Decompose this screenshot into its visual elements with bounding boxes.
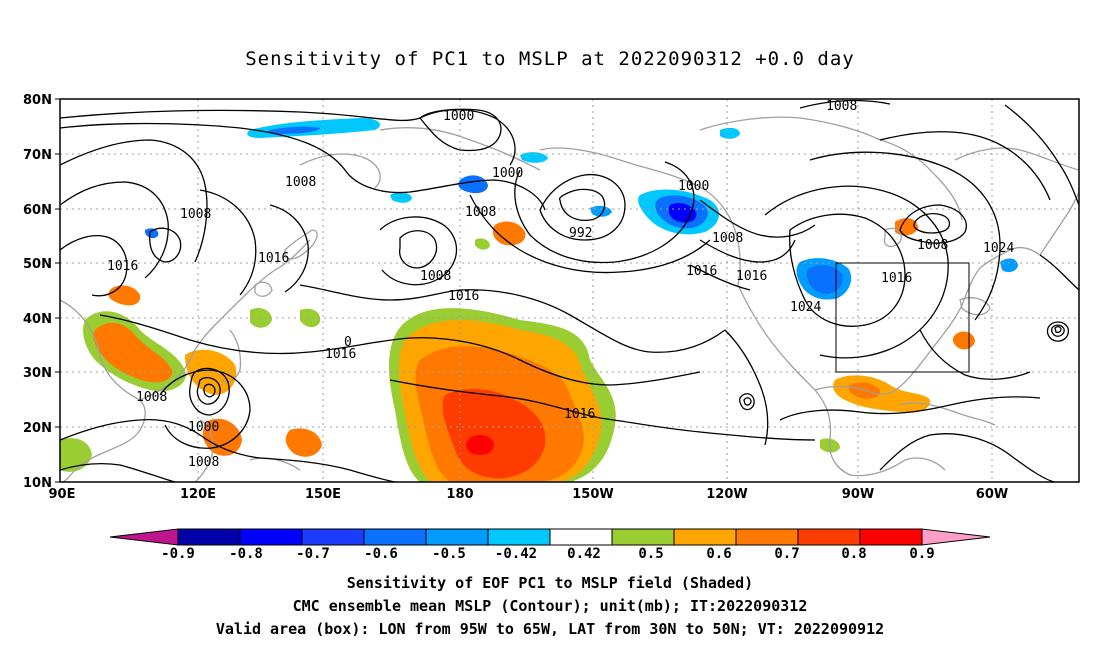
colorbar-swatch [363,528,427,546]
grid-lines [60,99,1079,482]
caption-line-3: Valid area (box): LON from 95W to 65W, L… [215,620,885,638]
contour-label: 1008 [285,175,316,190]
colorbar-label: -0.42 [495,546,537,562]
colorbar-label: -0.9 [161,546,195,562]
chart-title: Sensitivity of PC1 to MSLP at 2022090312… [245,48,855,70]
colorbar-end-triangle-high [921,528,991,546]
lon-label: 150W [572,487,613,502]
lat-label: 70N [23,148,52,163]
contour-label: 1000 [443,109,474,124]
colorbar-swatch [487,528,551,546]
colorbar-label: 0.9 [909,546,934,562]
contour-label: 1016 [258,251,289,266]
lon-label: 60W [976,487,1008,502]
lat-label: 30N [23,366,52,381]
contour-labels: 1000 1008 1000 1000 1008 1008 992 1008 1… [107,99,1014,470]
colorbar-swatch [177,528,241,546]
colorbar-label: -0.5 [432,546,466,562]
colorbar-label: -0.6 [364,546,398,562]
colorbar-label: -0.7 [296,546,330,562]
valid-area-box [835,262,970,373]
colorbar-end-triangle-low [109,528,179,546]
contour-label: 1008 [180,207,211,222]
contour-label: 1016 [107,259,138,274]
contour-label: 1008 [826,99,857,114]
lat-label: 60N [23,203,52,218]
contour-label: 1008 [136,390,167,405]
contour-label: 1008 [917,238,948,253]
colorbar-label: 0.8 [841,546,866,562]
colorbar-swatch [797,528,861,546]
contour-label: 1008 [188,455,219,470]
contour-label: 992 [569,226,592,241]
colorbar-label: 0.6 [706,546,731,562]
contour-label: 1016 [325,347,356,362]
lon-label: 90W [842,487,874,502]
lat-label: 80N [23,93,52,108]
lon-label: 180 [446,487,473,502]
colorbar-swatch [859,528,923,546]
colorbar-label: 0.7 [774,546,799,562]
contour-label: 1008 [420,269,451,284]
colorbar-swatch [549,528,613,546]
contour-label: 1016 [881,271,912,286]
positive-sensitivity-shading [60,218,975,482]
negative-sensitivity-shading [145,118,1018,300]
contour-label: 1024 [983,241,1014,256]
lat-label: 10N [23,476,52,491]
lat-label: 40N [23,312,52,327]
contour-label: 1000 [678,179,709,194]
longitude-axis-labels: 90E 120E 150E 180 150W 120W 90W 60W [49,487,1009,502]
map-frame [59,98,1080,483]
caption-line-1: Sensitivity of EOF PC1 to MSLP field (Sh… [346,574,754,592]
contour-label: 1000 [188,420,219,435]
colorbar-swatch [611,528,675,546]
lat-ticks [55,98,60,483]
contour-label: 1016 [564,407,595,422]
colorbar-swatch [673,528,737,546]
colorbar-label: 0.5 [638,546,663,562]
colorbar-swatch [239,528,303,546]
color-bar [109,528,991,546]
lon-label: 120W [706,487,747,502]
colorbar-labels: -0.9 -0.8 -0.7 -0.6 -0.5 -0.42 0.42 0.5 … [161,546,935,562]
caption-line-2: CMC ensemble mean MSLP (Contour); unit(m… [292,597,808,615]
colorbar-label: 0.42 [567,546,601,562]
contour-label: 1016 [686,264,717,279]
lon-label: 90E [49,487,76,502]
colorbar-label: -0.8 [229,546,263,562]
contour-label: 1000 [492,166,523,181]
contour-label: 1008 [712,231,743,246]
lon-label: 120E [180,487,216,502]
colorbar-swatch [735,528,799,546]
contour-label: 1024 [790,300,821,315]
contour-label: 1008 [465,205,496,220]
colorbar-swatch [425,528,489,546]
contour-label: 1016 [736,269,767,284]
contour-label: 0 [344,335,352,350]
lat-label: 20N [23,421,52,436]
colorbar-swatch [301,528,365,546]
lon-label: 150E [305,487,341,502]
mslp-contours [60,99,1079,482]
lat-label: 50N [23,257,52,272]
latitude-axis-labels: 80N 70N 60N 50N 40N 30N 20N 10N [23,93,52,491]
contour-label: 1016 [448,289,479,304]
